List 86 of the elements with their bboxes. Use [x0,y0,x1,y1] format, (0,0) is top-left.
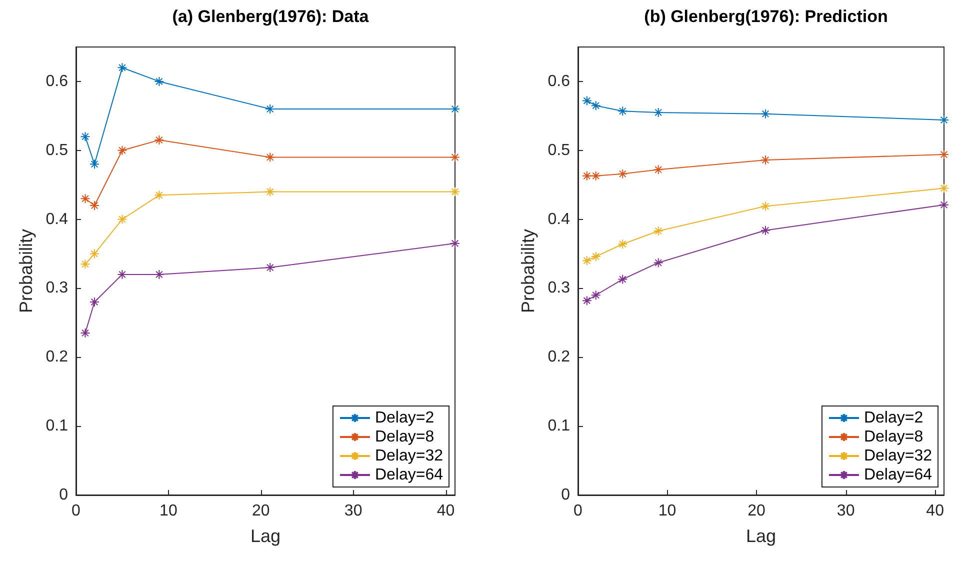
point [450,186,460,197]
point [939,150,949,160]
point [265,262,276,273]
x-tick-label: 30 [344,502,362,520]
point [590,170,601,181]
point [80,132,90,142]
point [450,238,460,248]
y-tick-label: 0 [561,486,570,504]
point [760,108,770,119]
point [154,269,164,280]
point [154,135,164,146]
point [653,164,664,175]
y-axis-title: Probability [518,228,538,314]
y-tick-label: 0.3 [46,280,68,297]
point [653,258,664,268]
y-tick-label: 0.5 [548,142,570,159]
x-tick-label: 10 [658,502,676,520]
point [117,145,128,156]
legend-label: Delay=32 [864,448,932,464]
point [117,269,128,280]
x-tick-label: 10 [160,502,178,520]
point [618,274,628,284]
y-tick-label: 0.4 [46,210,68,228]
point [582,170,592,181]
y-tick-label: 0.5 [46,142,68,159]
point [582,96,592,106]
point [117,214,128,224]
x-tick-label: 40 [436,502,455,520]
point [618,106,628,116]
x-tick-label: 40 [926,502,944,520]
y-axis-title: Probability [16,228,36,314]
point [265,186,276,197]
point [760,225,770,236]
point [653,226,664,236]
point [80,194,90,204]
point [590,252,601,262]
x-axis-title: Lag [250,526,281,546]
point [265,152,276,162]
chart-title: (a) Glenberg(1976): Data [172,7,370,26]
x-tick-label: 0 [574,502,583,520]
point [450,104,460,114]
legend-label: Delay=2 [864,410,924,426]
point [117,62,128,73]
point [618,239,628,250]
chart-title: (b) Glenberg(1976): Prediction [644,7,888,26]
legend-label: Delay=8 [864,428,924,446]
legend-label: Delay=64 [864,466,932,484]
legend-label: Delay=8 [374,428,434,446]
point [89,297,100,308]
point [590,290,601,300]
legend-label: Delay=2 [374,410,434,426]
y-tick-label: 0.1 [46,418,68,435]
point [265,104,276,114]
x-tick-label: 30 [836,502,855,520]
y-tick-label: 0.2 [46,348,68,366]
point [590,100,601,111]
point [154,76,164,86]
point [582,296,592,306]
y-tick-label: 0.1 [548,418,570,435]
y-tick-label: 0.4 [548,210,570,228]
point [760,155,770,166]
point [653,107,664,118]
point [80,259,90,270]
point [618,168,628,179]
x-tick-label: 20 [748,502,766,520]
y-tick-label: 0.2 [548,348,570,366]
point [939,183,949,194]
point [582,256,592,266]
point [939,200,949,210]
x-axis-title: Lag [746,526,776,546]
point [89,200,100,211]
point [80,328,90,338]
point [154,190,164,200]
point [89,248,100,259]
x-tick-label: 20 [252,502,270,520]
legend-label: Delay=64 [374,466,444,484]
y-tick-label: 0.6 [46,72,68,90]
y-tick-label: 0 [59,486,68,504]
y-tick-label: 0.3 [548,280,570,297]
y-tick-label: 0.6 [548,72,570,90]
legend-label: Delay=32 [374,448,444,464]
point [760,201,770,212]
point [89,159,100,170]
point [939,115,949,126]
x-tick-label: 0 [72,502,81,520]
point [450,152,460,162]
